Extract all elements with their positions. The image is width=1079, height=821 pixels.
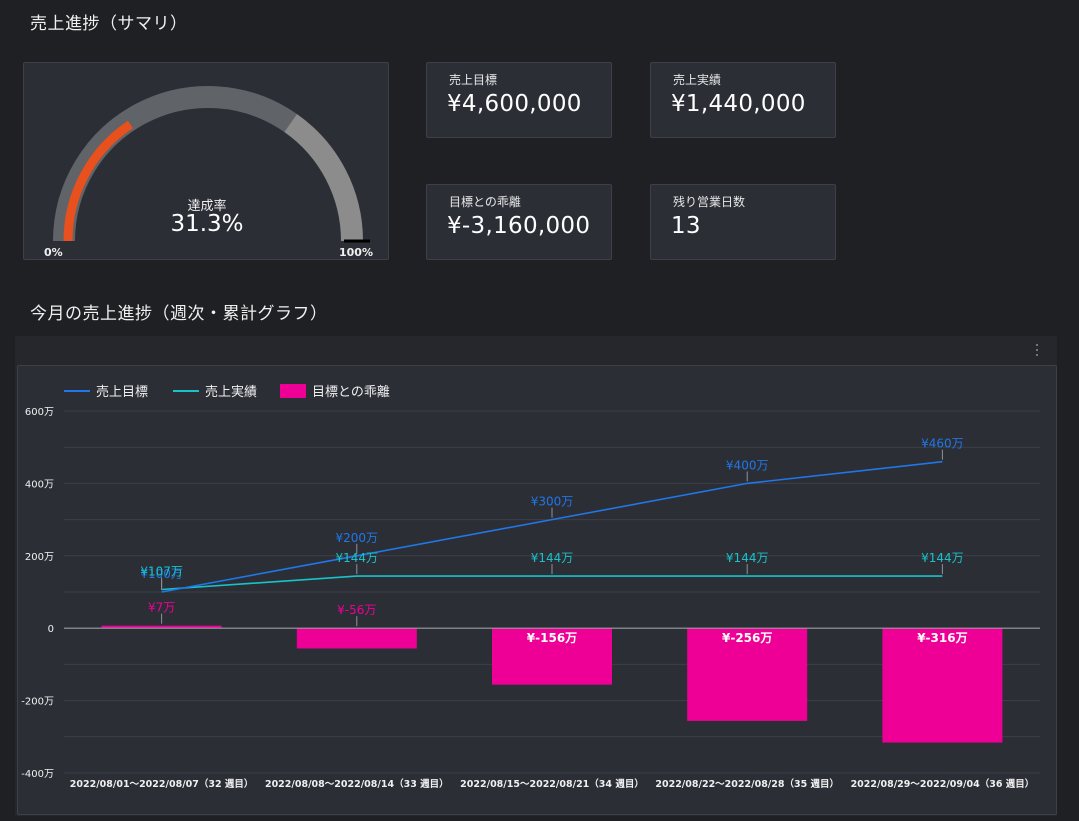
target-data-label: ¥200万 — [336, 531, 379, 545]
kpi-label: 目標との乖離 — [449, 195, 521, 209]
y-tick-label: -200万 — [21, 697, 54, 708]
actual-data-label: ¥144万 — [726, 551, 769, 565]
legend-gap-label: 目標との乖離 — [312, 385, 390, 400]
gauge-max-label: 100% — [339, 246, 373, 259]
gauge-chart — [53, 86, 370, 243]
kpi-card-remaining-days: 残り営業日数 13 — [650, 184, 836, 260]
gap-bar — [492, 628, 612, 685]
x-tick-label: 2022/08/15～2022/08/21（34 週目） — [460, 778, 644, 790]
gauge-min-label: 0% — [44, 246, 63, 259]
y-tick-label: -400万 — [21, 769, 54, 780]
actual-data-label: ¥144万 — [531, 551, 574, 565]
gap-bar — [296, 628, 417, 649]
x-tick-label: 2022/08/08～2022/08/14（33 週目） — [265, 778, 449, 790]
x-tick-label: 2022/08/29～2022/09/04（36 週目） — [851, 778, 1035, 790]
actual-series-line — [161, 575, 943, 591]
progress-section-title: 今月の売上進捗（週次・累計グラフ） — [30, 304, 328, 324]
gap-bar — [101, 625, 222, 629]
gap-data-label: ¥-316万 — [917, 631, 967, 645]
legend-actual-label: 売上実績 — [205, 384, 257, 400]
more-options-icon[interactable] — [1035, 344, 1039, 356]
target-data-label: ¥460万 — [921, 437, 964, 451]
target-data-label: ¥300万 — [531, 495, 574, 509]
actual-data-label: ¥107万 — [140, 564, 183, 578]
chart-panel: 600万 400万 200万 0 -200万 -400万 ¥100万 ¥200万 ¥300万 ¥4… — [15, 336, 1057, 816]
kpi-value: ¥-3,160,000 — [447, 213, 591, 239]
kpi-card-target: 売上目標 ¥4,600,000 — [426, 62, 612, 138]
gauge-track-right — [284, 114, 363, 242]
gauge-card: 達成率 31.3% 0% 100% — [23, 62, 389, 260]
gauge-progress-arc — [63, 120, 133, 242]
legend-gap-swatch — [280, 384, 306, 398]
kpi-value: 13 — [671, 213, 701, 239]
kpi-card-gap: 目標との乖離 ¥-3,160,000 — [426, 184, 612, 260]
target-data-label: ¥100万 — [140, 567, 183, 581]
gap-bar — [882, 628, 1003, 743]
gap-data-label: ¥-256万 — [722, 631, 772, 645]
target-series-line — [161, 460, 943, 593]
y-tick-label: 200万 — [25, 552, 54, 563]
gauge-value: 31.3% — [170, 211, 244, 237]
kpi-label: 売上実績 — [673, 73, 722, 87]
gap-data-label: ¥7万 — [148, 601, 175, 615]
x-tick-label: 2022/08/22～2022/08/28（35 週目） — [655, 778, 839, 790]
kpi-label: 残り営業日数 — [673, 195, 746, 209]
kpi-label: 売上目標 — [449, 73, 498, 87]
kpi-card-actual: 売上実績 ¥1,440,000 — [650, 62, 836, 138]
sales-progress-chart: 600万 400万 200万 0 -200万 -400万 ¥100万 ¥200万 ¥300万 ¥4… — [21, 384, 1040, 790]
gap-data-label: ¥-56万 — [337, 603, 376, 617]
y-tick-label: 600万 — [25, 407, 54, 418]
y-tick-label: 0 — [48, 624, 54, 635]
gap-bar — [687, 628, 808, 721]
chart-card: 600万 400万 200万 0 -200万 -400万 ¥100万 ¥200万 ¥300万 ¥4… — [17, 365, 1057, 815]
x-tick-label: 2022/08/01～2022/08/07（32 週目） — [70, 778, 254, 790]
summary-title: 売上進捗（サマリ） — [30, 14, 188, 34]
gap-data-label: ¥-156万 — [527, 631, 577, 645]
gauge-label: 達成率 — [187, 199, 227, 214]
y-tick-label: 400万 — [25, 479, 54, 490]
actual-data-label: ¥144万 — [921, 551, 964, 565]
actual-data-label: ¥144万 — [336, 551, 379, 565]
legend-target-label: 売上目標 — [96, 384, 148, 400]
kpi-value: ¥1,440,000 — [671, 91, 806, 117]
target-data-label: ¥400万 — [726, 458, 769, 472]
kpi-value: ¥4,600,000 — [447, 91, 582, 117]
chart-toolbar — [15, 336, 1057, 364]
